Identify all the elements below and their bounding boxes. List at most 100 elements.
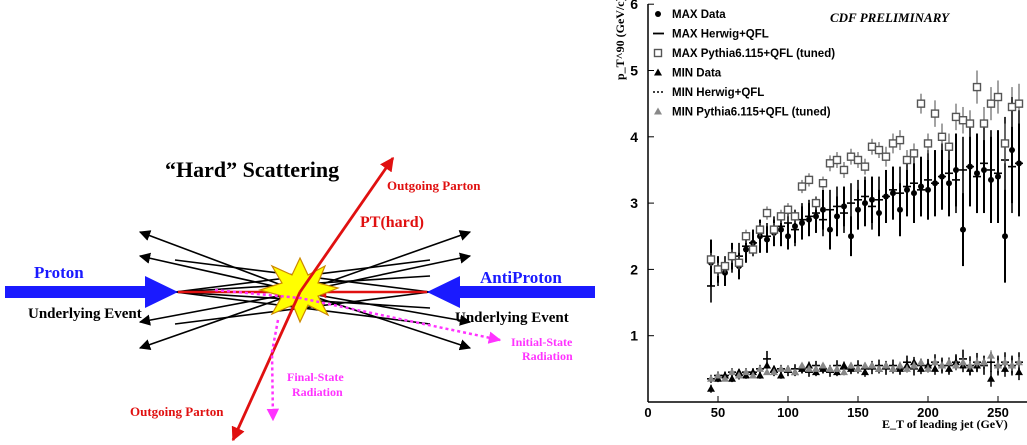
data-point (993, 92, 1003, 102)
data-point (888, 139, 898, 148)
data-point (896, 361, 904, 369)
initial-state-label: Initial-State (511, 335, 573, 349)
data-point (833, 364, 841, 372)
data-point (902, 155, 912, 165)
data-point (742, 368, 750, 376)
data-point (804, 175, 814, 185)
data-point (784, 364, 792, 372)
legend-label: MIN Data (672, 68, 722, 80)
data-point (994, 361, 1002, 369)
data-point (987, 351, 995, 359)
data-point (707, 384, 715, 392)
data-point (861, 361, 869, 369)
data-point (847, 361, 855, 369)
initial-state-radiation-label: Radiation (522, 349, 573, 363)
data-point (848, 233, 854, 240)
data-point (777, 371, 785, 379)
data-point (769, 225, 779, 234)
data-point (960, 226, 966, 233)
data-point (654, 107, 662, 115)
legend-label: MAX Herwig+QFL (672, 29, 769, 41)
data-point (881, 152, 891, 161)
data-point (895, 135, 905, 145)
underlying-event-left-label: Underlying Event (28, 306, 142, 322)
data-point (930, 109, 940, 118)
data-point (741, 232, 751, 241)
data-point (958, 116, 968, 125)
data-point (917, 358, 925, 366)
pt90-vs-et-chart: 0 50 100 150 200 250 1 2 3 4 5 6 MAX Data MAX Herwig… (613, 0, 1027, 431)
data-point (777, 364, 785, 372)
data-point (811, 198, 821, 208)
data-point (812, 364, 820, 372)
data-point (853, 155, 863, 165)
series-max-herwig-qfl (707, 116, 1023, 303)
data-point (790, 212, 800, 221)
data-point (655, 11, 661, 17)
data-point (805, 364, 813, 372)
data-point (874, 145, 884, 155)
data-point (854, 364, 862, 372)
data-point (910, 361, 918, 369)
data-point (798, 361, 806, 369)
legend-label: MIN Herwig+QFL (672, 87, 764, 99)
data-point (825, 159, 835, 168)
data-point (860, 162, 870, 171)
collision-burst (257, 256, 340, 324)
data-point (1002, 233, 1008, 240)
outgoing-parton-up-arrow (298, 156, 395, 293)
data-point (756, 371, 764, 379)
data-point (1015, 358, 1023, 366)
data-point (756, 364, 764, 372)
data-point (846, 152, 856, 161)
x-axis-label: E_T of leading jet (GeV) (882, 417, 1008, 431)
data-point (986, 99, 996, 108)
data-point (916, 99, 926, 108)
data-point (1000, 139, 1010, 148)
data-point (797, 182, 807, 191)
data-point (762, 208, 772, 218)
data-point (1007, 102, 1017, 112)
outgoing-parton-top-label: Outgoing Parton (387, 178, 481, 193)
data-point (819, 361, 827, 369)
data-point (924, 364, 932, 372)
data-point (966, 361, 974, 369)
data-point (909, 149, 919, 158)
chart-axes: 0 50 100 150 200 250 1 2 3 4 5 6 (630, 0, 1009, 420)
data-point (832, 155, 842, 165)
scattering-diagram: “Hard” Scattering Outgoing Parton PT(har… (5, 156, 595, 442)
y-tick-label: 4 (630, 129, 638, 145)
x-tick-label: 150 (847, 405, 869, 420)
chart-title: CDF PRELIMINARY (830, 10, 950, 25)
data-point (979, 119, 989, 128)
data-point (1001, 358, 1009, 366)
y-tick-label: 5 (630, 63, 638, 79)
y-tick-label: 1 (630, 328, 638, 344)
x-tick-label: 250 (987, 405, 1009, 420)
proton-label: Proton (34, 263, 84, 282)
data-point (783, 205, 793, 214)
final-state-radiation-arrow (266, 319, 280, 422)
data-point (748, 245, 758, 254)
proton-beam-arrow (5, 276, 178, 308)
hard-scattering-title: “Hard” Scattering (165, 157, 339, 182)
data-point (728, 368, 736, 376)
data-point (735, 371, 743, 379)
data-point (654, 68, 662, 76)
data-point (839, 165, 849, 175)
y-axis-label: p_T^90 (GeV/c) (613, 0, 627, 80)
data-point (707, 374, 715, 382)
data-point (875, 364, 883, 372)
data-point (713, 265, 723, 274)
data-point (1014, 99, 1024, 108)
y-tick-label: 6 (630, 0, 638, 12)
legend-label: MAX Pythia6.115+QFL (tuned) (672, 48, 835, 60)
x-tick-label: 100 (777, 405, 799, 420)
data-point (749, 371, 757, 379)
data-point (727, 251, 737, 261)
pt-hard-label: PT(hard) (360, 214, 424, 231)
data-point (791, 368, 799, 376)
data-point (868, 361, 876, 369)
data-point (826, 364, 834, 372)
x-tick-label: 0 (644, 405, 651, 420)
